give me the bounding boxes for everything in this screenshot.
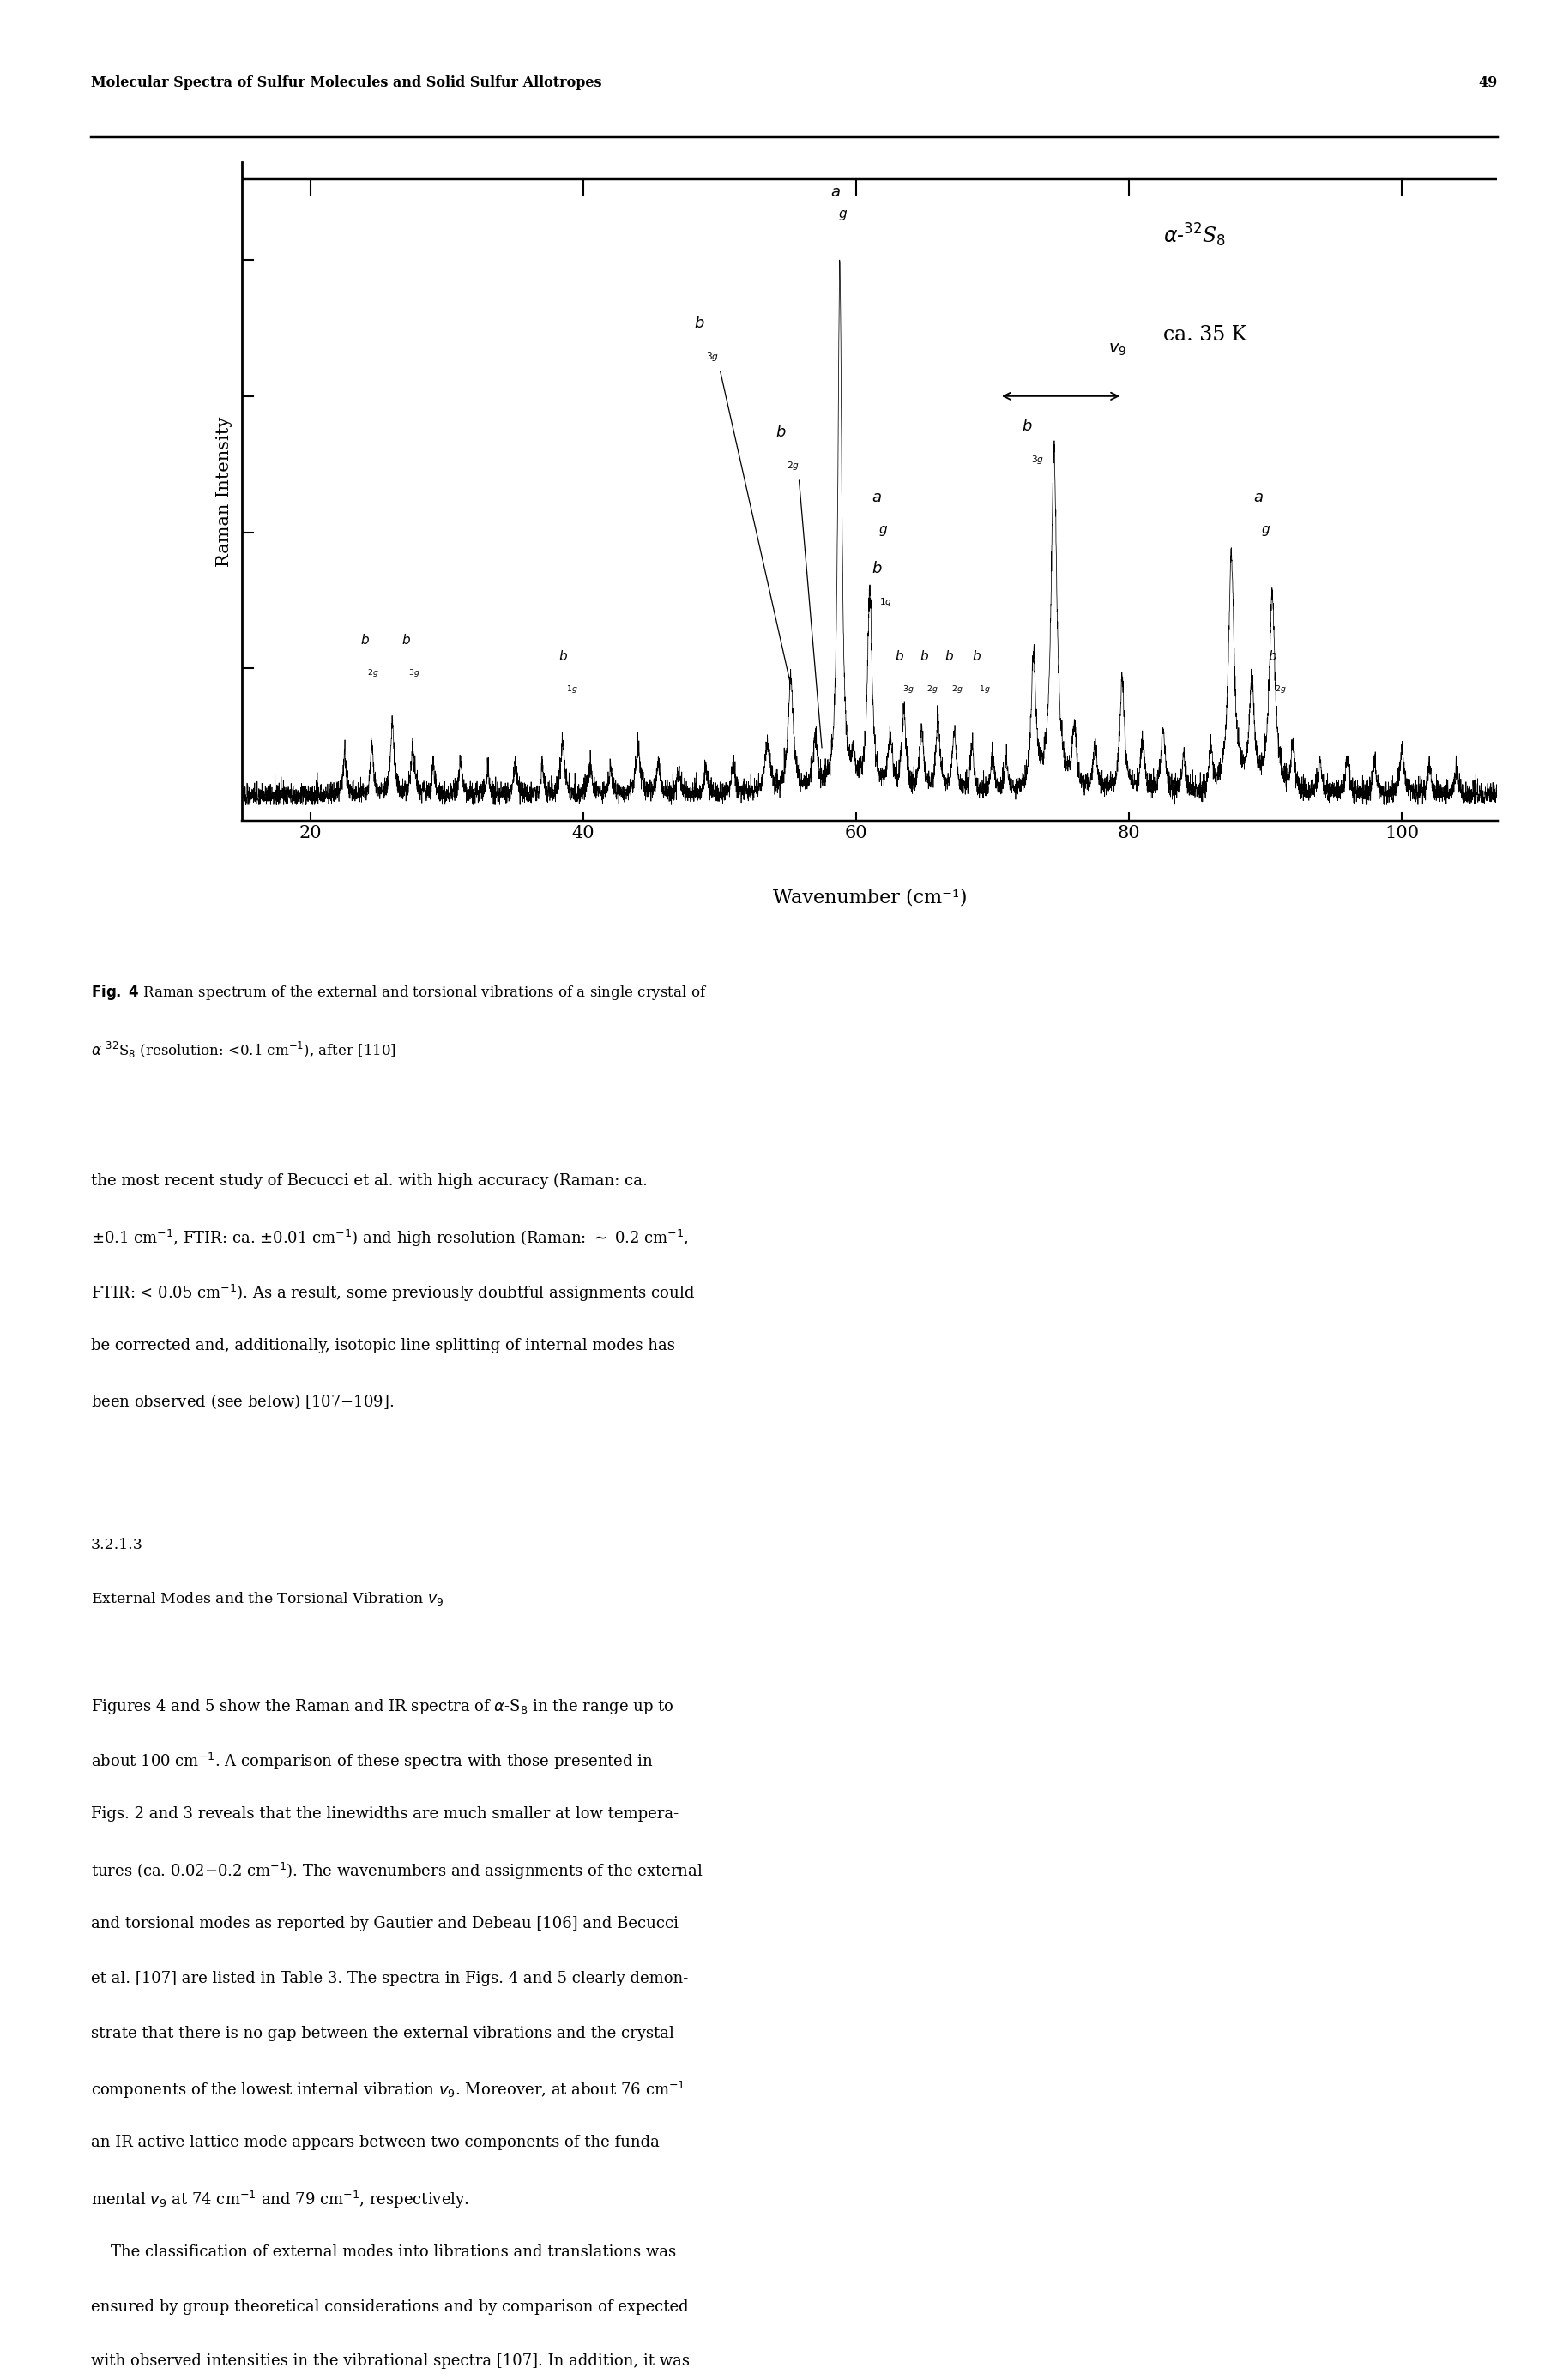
Text: $\alpha$-$^{32}$S$_8$ (resolution: <0.1 cm$^{-1}$), after [110]: $\alpha$-$^{32}$S$_8$ (resolution: <0.1 … — [91, 1040, 395, 1059]
Text: et al. [107] are listed in Table 3. The spectra in Figs. 4 and 5 clearly demon-: et al. [107] are listed in Table 3. The … — [91, 1971, 688, 1985]
Text: $a$: $a$ — [830, 186, 841, 200]
Text: and torsional modes as reported by Gautier and Debeau [106] and Becucci: and torsional modes as reported by Gauti… — [91, 1916, 678, 1930]
Text: the most recent study of Becucci et al. with high accuracy (Raman: ca.: the most recent study of Becucci et al. … — [91, 1173, 647, 1190]
Text: $_{3g}$: $_{3g}$ — [706, 352, 719, 364]
Text: about 100 cm$^{-1}$. A comparison of these spectra with those presented in: about 100 cm$^{-1}$. A comparison of the… — [91, 1752, 653, 1773]
Text: $_{3g}$: $_{3g}$ — [1032, 455, 1044, 466]
Text: 49: 49 — [1479, 76, 1497, 90]
Text: Molecular Spectra of Sulfur Molecules and Solid Sulfur Allotropes: Molecular Spectra of Sulfur Molecules an… — [91, 76, 602, 90]
Text: $b$: $b$ — [919, 650, 928, 664]
Text: be corrected and, additionally, isotopic line splitting of internal modes has: be corrected and, additionally, isotopic… — [91, 1338, 675, 1352]
Text: $b$: $b$ — [361, 633, 370, 647]
Text: $b$: $b$ — [972, 650, 982, 664]
Text: with observed intensities in the vibrational spectra [107]. In addition, it was: with observed intensities in the vibrati… — [91, 2354, 689, 2368]
Text: $_{3g}$: $_{3g}$ — [408, 669, 420, 678]
Text: $_{2g}$: $_{2g}$ — [952, 683, 963, 695]
Text: been observed (see below) [107$-$109].: been observed (see below) [107$-$109]. — [91, 1392, 394, 1411]
Text: $b$: $b$ — [1268, 650, 1277, 664]
Text: The classification of external modes into librations and translations was: The classification of external modes int… — [91, 2244, 675, 2259]
Text: $b$: $b$ — [775, 424, 786, 440]
Text: $b$: $b$ — [871, 559, 882, 576]
Text: $g$: $g$ — [878, 524, 888, 538]
Text: $\alpha$-$^{32}$S$_8$: $\alpha$-$^{32}$S$_8$ — [1163, 221, 1225, 248]
Text: $b$: $b$ — [694, 314, 705, 331]
Text: $_{1g}$: $_{1g}$ — [880, 597, 892, 609]
Text: $_{2g}$: $_{2g}$ — [927, 683, 938, 695]
Text: External Modes and the Torsional Vibration $v_9$: External Modes and the Torsional Vibrati… — [91, 1590, 444, 1606]
Text: tures (ca. 0.02$-$0.2 cm$^{-1}$). The wavenumbers and assignments of the externa: tures (ca. 0.02$-$0.2 cm$^{-1}$). The wa… — [91, 1861, 703, 1883]
Y-axis label: Raman Intensity: Raman Intensity — [216, 416, 233, 566]
Text: $_{1g}$: $_{1g}$ — [567, 683, 578, 695]
Text: strate that there is no gap between the external vibrations and the crystal: strate that there is no gap between the … — [91, 2025, 674, 2040]
Text: $v_9$: $v_9$ — [1108, 343, 1127, 357]
Text: $_{2g}$: $_{2g}$ — [367, 669, 380, 678]
Text: Figures 4 and 5 show the Raman and IR spectra of $\alpha$-S$_8$ in the range up : Figures 4 and 5 show the Raman and IR sp… — [91, 1697, 674, 1716]
Text: $g$: $g$ — [1261, 524, 1271, 538]
Text: $_{3g}$: $_{3g}$ — [902, 683, 914, 695]
Text: $a$: $a$ — [1254, 490, 1264, 505]
Text: $b$: $b$ — [944, 650, 953, 664]
Text: ca. 35 K: ca. 35 K — [1163, 326, 1247, 345]
Text: $b$: $b$ — [402, 633, 411, 647]
Text: an IR active lattice mode appears between two components of the funda-: an IR active lattice mode appears betwee… — [91, 2135, 664, 2149]
Text: 3.2.1.3: 3.2.1.3 — [91, 1537, 142, 1552]
Text: $b$: $b$ — [558, 650, 567, 664]
Text: FTIR: < 0.05 cm$^{-1}$). As a result, some previously doubtful assignments could: FTIR: < 0.05 cm$^{-1}$). As a result, so… — [91, 1283, 694, 1304]
Text: $b$: $b$ — [1021, 419, 1032, 433]
Text: $\pm$0.1 cm$^{-1}$, FTIR: ca. $\pm$0.01 cm$^{-1}$) and high resolution (Raman: $: $\pm$0.1 cm$^{-1}$, FTIR: ca. $\pm$0.01 … — [91, 1228, 688, 1250]
Text: $b$: $b$ — [896, 650, 905, 664]
Text: Wavenumber (cm⁻¹): Wavenumber (cm⁻¹) — [772, 888, 967, 907]
Text: $_{1g}$: $_{1g}$ — [978, 683, 991, 695]
Text: Figs. 2 and 3 reveals that the linewidths are much smaller at low tempera-: Figs. 2 and 3 reveals that the linewidth… — [91, 1806, 678, 1821]
Text: ensured by group theoretical considerations and by comparison of expected: ensured by group theoretical considerati… — [91, 2299, 688, 2313]
Text: mental $v_9$ at 74 cm$^{-1}$ and 79 cm$^{-1}$, respectively.: mental $v_9$ at 74 cm$^{-1}$ and 79 cm$^… — [91, 2190, 469, 2211]
Text: $_{2g}$: $_{2g}$ — [1275, 683, 1286, 695]
Text: $a$: $a$ — [872, 490, 882, 505]
Text: $g$: $g$ — [838, 207, 847, 221]
Text: $_{2g}$: $_{2g}$ — [786, 459, 800, 471]
Text: components of the lowest internal vibration $v_9$. Moreover, at about 76 cm$^{-1: components of the lowest internal vibrat… — [91, 2080, 685, 2102]
Text: $\bf{Fig.\ 4}$ Raman spectrum of the external and torsional vibrations of a sing: $\bf{Fig.\ 4}$ Raman spectrum of the ext… — [91, 983, 706, 1002]
